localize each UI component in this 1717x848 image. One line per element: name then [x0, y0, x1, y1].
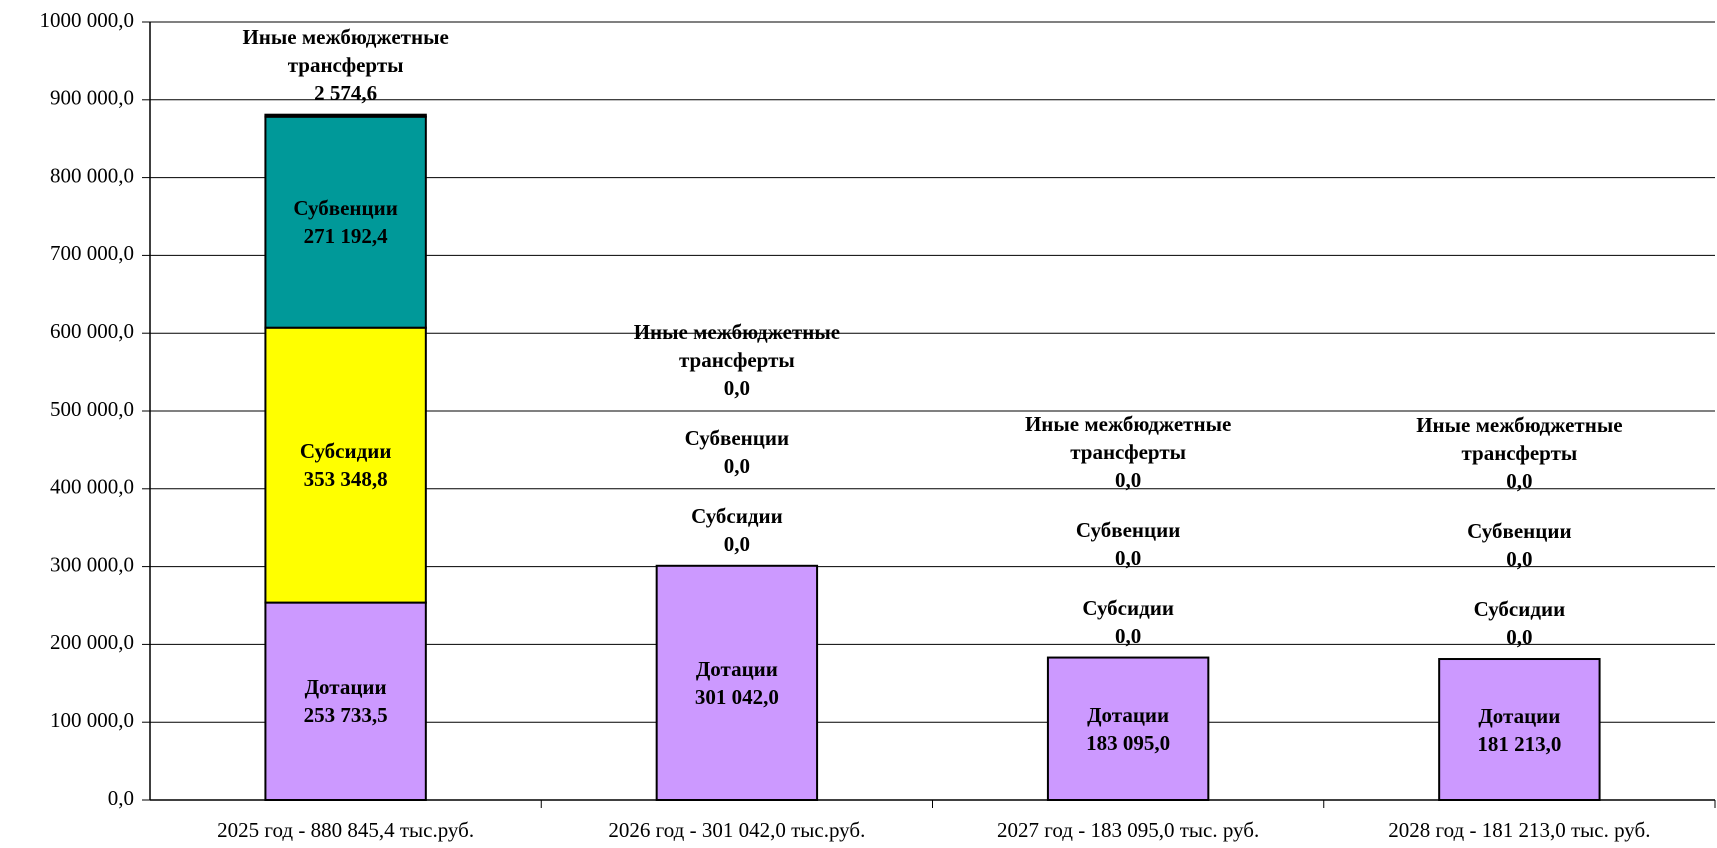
series-name: Субвенции — [684, 425, 790, 450]
series-name: Субсидии — [1473, 597, 1566, 622]
series-name: Субвенции — [293, 196, 398, 221]
series-name: Иные межбюджетные трансферты — [633, 319, 841, 372]
value-label: 0,0 — [723, 375, 750, 400]
y-tick-label: 0,0 — [108, 786, 134, 810]
y-tick-label: 900 000,0 — [50, 86, 134, 110]
bar-segment — [264, 601, 427, 801]
series-name: Субсидии — [691, 503, 783, 528]
series-name: Дотации — [1087, 702, 1170, 727]
data-label: Дотации 253 733,5 — [206, 673, 486, 729]
bar-segment — [655, 564, 819, 801]
value-label: 0,0 — [1115, 623, 1142, 648]
bar-segment — [264, 115, 427, 329]
value-label: 253 733,5 — [303, 703, 388, 728]
data-label: Иные межбюджетные трансферты 2 574,6 — [206, 23, 486, 107]
data-label: Субсидии 0,0 — [988, 594, 1268, 650]
data-label: Субсидии 0,0 — [597, 502, 877, 558]
y-tick-label: 200 000,0 — [50, 630, 134, 654]
value-label: 271 192,4 — [303, 224, 388, 249]
series-name: Иные межбюджетные трансферты — [1416, 413, 1623, 466]
series-name: Иные межбюджетные трансферты — [242, 24, 449, 77]
data-label: Дотации 181 213,0 — [1379, 702, 1659, 758]
series-name: Дотации — [304, 675, 387, 700]
data-label: Субвенции 0,0 — [1379, 517, 1659, 573]
series-name: Субвенции — [1075, 517, 1181, 542]
series-name: Дотации — [1478, 703, 1561, 728]
value-label: 181 213,0 — [1477, 731, 1562, 756]
data-label: Иные межбюджетные трансферты 0,0 — [1379, 411, 1659, 495]
x-tick-label: 2025 год - 880 845,4 тыс.руб. — [217, 818, 474, 842]
series-name: Иные межбюджетные трансферты — [1024, 411, 1232, 464]
data-label: Дотации 183 095,0 — [988, 701, 1268, 757]
value-label: 301 042,0 — [694, 684, 779, 709]
data-label: Субвенции 0,0 — [988, 516, 1268, 572]
data-label: Иные межбюджетные трансферты 0,0 — [597, 318, 877, 402]
value-label: 183 095,0 — [1086, 730, 1171, 755]
data-label: Субвенции 271 192,4 — [206, 194, 486, 250]
y-tick-label: 100 000,0 — [50, 708, 134, 732]
value-label: 0,0 — [723, 453, 750, 478]
data-label: Субсидии 353 348,8 — [206, 437, 486, 493]
bar-segment — [264, 113, 427, 118]
value-label: 0,0 — [1506, 469, 1533, 494]
value-label: 0,0 — [1115, 467, 1142, 492]
data-label: Субвенции 0,0 — [597, 424, 877, 480]
y-tick-label: 700 000,0 — [50, 241, 134, 265]
y-tick-label: 800 000,0 — [50, 163, 134, 187]
y-tick-label: 500 000,0 — [50, 397, 134, 421]
value-label: 0,0 — [1506, 625, 1533, 650]
series-name: Субсидии — [299, 439, 392, 464]
data-label: Субсидии 0,0 — [1379, 595, 1659, 651]
value-label: 2 574,6 — [314, 80, 378, 105]
value-label: 0,0 — [1506, 547, 1533, 572]
x-tick-label: 2026 год - 301 042,0 тыс.руб. — [608, 818, 865, 842]
y-tick-label: 1000 000,0 — [40, 8, 135, 32]
value-label: 0,0 — [723, 531, 750, 556]
series-name: Дотации — [695, 656, 778, 681]
bar-segment — [1438, 658, 1601, 802]
x-tick-label: 2027 год - 183 095,0 тыс. руб. — [997, 818, 1259, 842]
data-label: Иные межбюджетные трансферты 0,0 — [988, 410, 1268, 494]
y-tick-label: 300 000,0 — [50, 552, 134, 576]
x-tick-label: 2028 год - 181 213,0 тыс. руб. — [1388, 818, 1650, 842]
series-name: Субсидии — [1082, 595, 1174, 620]
bar-segment — [264, 326, 427, 604]
y-tick-label: 600 000,0 — [50, 319, 134, 343]
series-name: Субвенции — [1467, 519, 1572, 544]
value-label: 353 348,8 — [303, 467, 388, 492]
data-label: Дотации 301 042,0 — [597, 655, 877, 711]
bar-segment — [1046, 656, 1210, 801]
value-label: 0,0 — [1115, 545, 1142, 570]
y-tick-label: 400 000,0 — [50, 475, 134, 499]
